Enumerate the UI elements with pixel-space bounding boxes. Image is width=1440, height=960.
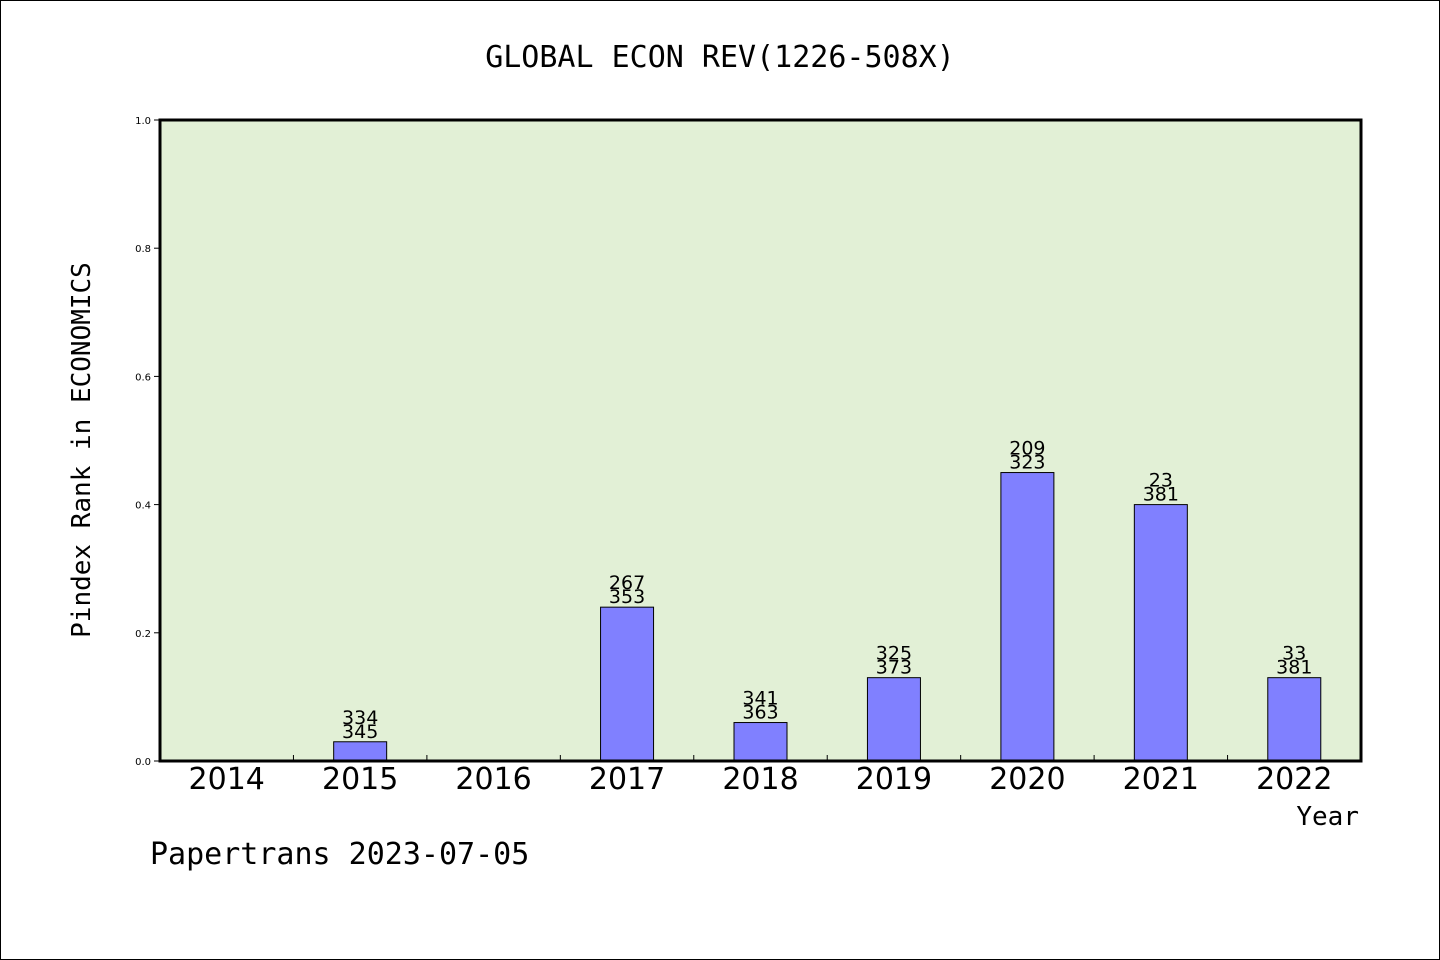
x-tick-label: 2022 (1256, 762, 1332, 797)
y-tick-label: 0.6 (135, 372, 151, 383)
y-axis-label: Pindex Rank in ECONOMICS (67, 262, 97, 638)
x-axis-label: Year (1296, 802, 1359, 832)
x-tick-label: 2019 (856, 762, 932, 797)
bar-label-top: 209 (1009, 438, 1045, 460)
x-tick-label: 2018 (722, 762, 798, 797)
x-tick-label: 2021 (1123, 762, 1199, 797)
y-tick-label: 0.2 (135, 629, 151, 640)
bar-label-top: 341 (742, 688, 778, 710)
bar-label-bottom: 381 (1143, 484, 1179, 506)
bar-2015 (333, 741, 388, 762)
bar-2019 (866, 677, 921, 762)
x-tick-label: 2016 (455, 762, 531, 797)
bar-label-top: 23 (1149, 470, 1173, 492)
x-tick-label: 2020 (989, 762, 1065, 797)
bar-label-bottom: 373 (876, 657, 912, 679)
bars-group (333, 472, 1322, 762)
x-axis: 2014 2015 2016 2017 2018 2019 2020 2021 2022 (189, 755, 1332, 797)
bar-label-bottom: 381 (1276, 657, 1312, 679)
bar-label-top: 325 (876, 643, 912, 665)
footer-note: Papertrans 2023-07-05 (150, 837, 529, 872)
bar-2020 (1000, 472, 1055, 762)
y-tick-label: 0.8 (135, 244, 151, 255)
bar-label-top: 267 (609, 572, 645, 594)
y-axis: 0.0 0.2 0.4 0.6 0.8 1.0 (135, 116, 160, 768)
bar-2021 (1133, 504, 1188, 762)
x-tick-label: 2015 (322, 762, 398, 797)
bar-2022 (1267, 677, 1322, 762)
bar-label-top: 334 (342, 707, 378, 729)
bar-2018 (733, 722, 788, 762)
chart-title: GLOBAL ECON REV(1226-508X) (485, 40, 955, 75)
bar-label-bottom: 323 (1009, 452, 1045, 474)
bar-label-bottom: 353 (609, 586, 645, 608)
bar-label-top: 33 (1282, 643, 1306, 665)
y-tick-label: 0.4 (135, 501, 151, 512)
x-tick-label: 2017 (589, 762, 665, 797)
plot-border (158, 118, 1363, 763)
bar-label-bottom: 363 (742, 702, 778, 724)
y-tick-label: 1.0 (135, 116, 151, 127)
x-tick-label: 2014 (189, 762, 265, 797)
bar-label-bottom: 345 (342, 721, 378, 743)
y-tick-label: 0.0 (135, 757, 151, 768)
bar-2017 (600, 606, 655, 762)
